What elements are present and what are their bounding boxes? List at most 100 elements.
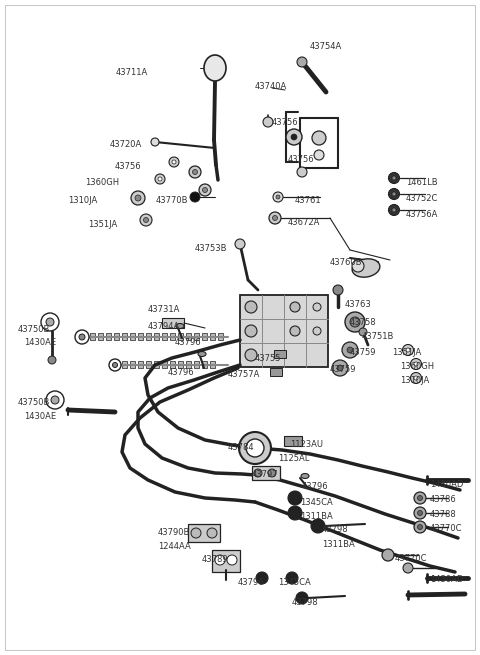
Bar xyxy=(162,361,167,368)
Bar xyxy=(188,524,220,542)
Bar xyxy=(210,333,215,340)
Circle shape xyxy=(414,376,418,380)
Text: 1461LB: 1461LB xyxy=(406,178,438,187)
Text: 43751B: 43751B xyxy=(362,332,395,341)
Bar xyxy=(138,361,143,368)
Circle shape xyxy=(337,365,343,371)
Circle shape xyxy=(403,345,413,356)
Circle shape xyxy=(388,189,399,200)
Text: 1125AL: 1125AL xyxy=(278,454,310,463)
Bar xyxy=(154,361,159,368)
Bar xyxy=(146,333,151,340)
Circle shape xyxy=(239,432,271,464)
Circle shape xyxy=(332,360,348,376)
Text: 43796: 43796 xyxy=(302,482,329,491)
Circle shape xyxy=(151,138,159,146)
Text: 43759: 43759 xyxy=(330,365,357,374)
Circle shape xyxy=(144,217,148,223)
Circle shape xyxy=(418,525,422,529)
Bar xyxy=(170,361,175,368)
Bar xyxy=(122,333,127,340)
Circle shape xyxy=(286,572,298,584)
Circle shape xyxy=(313,303,321,311)
Circle shape xyxy=(410,373,421,383)
Circle shape xyxy=(414,507,426,519)
Text: 43758: 43758 xyxy=(350,318,377,327)
Text: 43796: 43796 xyxy=(175,338,202,347)
Text: 43750B: 43750B xyxy=(18,325,50,334)
Circle shape xyxy=(342,342,358,358)
Bar xyxy=(154,333,159,340)
Circle shape xyxy=(245,325,257,337)
Text: 43790B: 43790B xyxy=(158,528,191,537)
Text: 43756: 43756 xyxy=(288,155,314,164)
Text: 1310JA: 1310JA xyxy=(400,376,429,385)
Bar xyxy=(270,368,282,376)
Text: 43794A: 43794A xyxy=(148,322,180,331)
Circle shape xyxy=(245,349,257,361)
Bar xyxy=(90,333,95,340)
Text: 43796: 43796 xyxy=(168,368,194,377)
Circle shape xyxy=(297,167,307,177)
Text: 43756: 43756 xyxy=(272,118,299,127)
Bar xyxy=(252,466,280,480)
Bar xyxy=(162,333,167,340)
Bar xyxy=(212,550,240,572)
Bar xyxy=(194,361,199,368)
Bar xyxy=(202,333,207,340)
Circle shape xyxy=(215,555,225,565)
Text: 43756A: 43756A xyxy=(406,210,438,219)
Text: 43759: 43759 xyxy=(350,348,376,357)
Circle shape xyxy=(191,528,201,538)
Text: 43754A: 43754A xyxy=(310,42,342,51)
Ellipse shape xyxy=(176,324,184,329)
Circle shape xyxy=(311,519,325,533)
Text: 1311BA: 1311BA xyxy=(322,540,355,549)
Text: 43797: 43797 xyxy=(252,470,278,479)
Circle shape xyxy=(46,318,54,326)
Bar xyxy=(178,361,183,368)
Bar xyxy=(130,361,135,368)
Text: 43757A: 43757A xyxy=(228,370,260,379)
Circle shape xyxy=(169,157,179,167)
Text: 43770C: 43770C xyxy=(395,554,428,563)
Text: 1311BA: 1311BA xyxy=(300,512,333,521)
Circle shape xyxy=(297,57,307,67)
Circle shape xyxy=(41,313,59,331)
Circle shape xyxy=(314,150,324,160)
Circle shape xyxy=(345,312,365,332)
Text: 1244AA: 1244AA xyxy=(158,542,191,551)
Text: 43789: 43789 xyxy=(202,555,228,564)
Text: 43761: 43761 xyxy=(295,196,322,205)
Text: 1310JA: 1310JA xyxy=(68,196,97,205)
Circle shape xyxy=(406,348,410,352)
Text: 43720A: 43720A xyxy=(110,140,142,149)
Circle shape xyxy=(268,469,276,477)
Bar xyxy=(170,333,175,340)
Text: 1351JA: 1351JA xyxy=(392,348,421,357)
Circle shape xyxy=(414,521,426,533)
Ellipse shape xyxy=(198,352,206,356)
Circle shape xyxy=(388,204,399,215)
Bar xyxy=(284,436,302,446)
Circle shape xyxy=(109,359,121,371)
Text: 1360GH: 1360GH xyxy=(400,362,434,371)
Text: 43796: 43796 xyxy=(238,578,264,587)
Text: 43798: 43798 xyxy=(292,598,319,607)
Text: 43755: 43755 xyxy=(255,354,281,363)
Circle shape xyxy=(290,302,300,312)
Bar xyxy=(138,333,143,340)
Circle shape xyxy=(290,326,300,336)
Circle shape xyxy=(288,506,302,520)
Circle shape xyxy=(273,215,277,221)
Circle shape xyxy=(350,317,360,327)
Circle shape xyxy=(263,117,273,127)
Text: 43760B: 43760B xyxy=(330,258,362,267)
Circle shape xyxy=(418,495,422,500)
Text: 43750B: 43750B xyxy=(18,398,50,407)
Text: 43711A: 43711A xyxy=(116,68,148,77)
Text: 43740A: 43740A xyxy=(255,82,287,91)
Circle shape xyxy=(410,358,421,369)
Circle shape xyxy=(352,260,364,272)
Bar xyxy=(162,318,184,328)
